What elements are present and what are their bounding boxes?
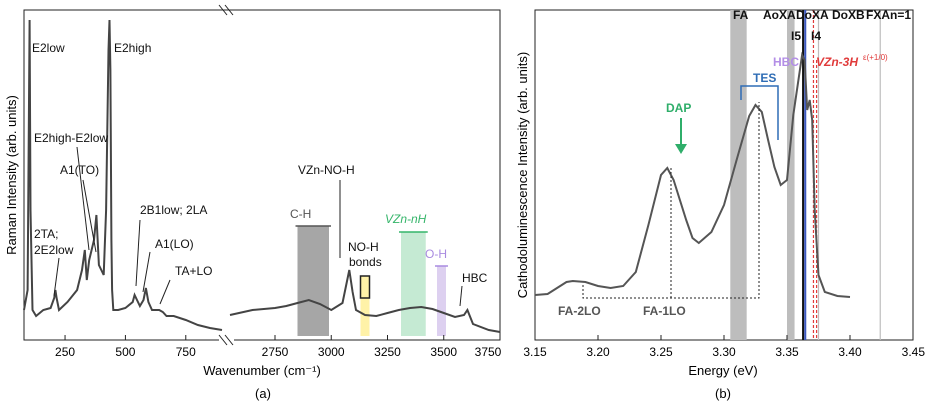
b-ticklabel-5: 3.40 <box>838 345 862 359</box>
panel-a: 250 500 750 2750 3000 3250 3500 3750 Raman Inte… <box>4 4 502 401</box>
b-ticklabel-6: 3.45 <box>902 345 926 359</box>
axis-break-bottom <box>218 334 234 346</box>
ann-noh: NO-H <box>348 240 379 254</box>
ann-2b1: 2B1low; 2LA <box>140 203 207 217</box>
ann-hbc-b: HBC <box>773 55 799 69</box>
raman-series-right <box>229 269 501 333</box>
b-ticklabel-1: 3.20 <box>586 345 610 359</box>
ann-oh: O-H <box>425 247 447 261</box>
ann-fa2lo: FA-2LO <box>558 304 601 318</box>
a-ticklabel-right-4: 3750 <box>475 345 502 359</box>
cl-series <box>534 51 851 298</box>
panel-a-annotations: E2low E2high E2high-E2low A1(TO) 2TA; 2E… <box>32 41 488 285</box>
cl-bands <box>730 10 795 340</box>
raman-band-0 <box>297 226 329 336</box>
cl-lines <box>802 10 881 340</box>
ann-diff: E2high-E2low <box>34 131 108 145</box>
b-ticklabel-3: 3.30 <box>712 345 736 359</box>
ann-fa1lo: FA-1LO <box>643 304 686 318</box>
panel-a-xlabel: Wavenumber (cm⁻¹) <box>203 363 321 378</box>
phonon-replica-lines <box>582 102 760 299</box>
b-ticklabel-0: 3.15 <box>523 345 547 359</box>
ann-vzn3h: VZn-3H <box>816 55 858 69</box>
a-ticklabel-left-2: 750 <box>176 345 196 359</box>
panel-b-ylabel: Cathodoluminescence Intensity (arb. unit… <box>515 52 530 298</box>
axis-break-top <box>218 4 234 16</box>
panel-b-annotations: I5 I4 HBC VZn-3H ε(+1/0) TES DAP FA-2LO … <box>558 29 888 318</box>
panel-a-pointers <box>53 146 463 307</box>
top-dxa: DoXA <box>796 8 829 22</box>
ann-talo: TA+LO <box>175 264 212 278</box>
panel-b-caption: (b) <box>715 386 731 401</box>
panel-a-ylabel: Raman Intensity (arb. units) <box>4 95 19 255</box>
ann-vzn3h-sup: ε(+1/0) <box>863 53 888 62</box>
raman-band-2 <box>401 232 426 336</box>
ann-vzn-no-h: VZn-NO-H <box>298 163 355 177</box>
ann-tes: TES <box>753 71 776 85</box>
panel-a-caption: (a) <box>255 386 271 401</box>
noh-outline <box>359 275 371 299</box>
tes-bracket <box>740 85 779 140</box>
ann-ch: C-H <box>290 207 311 221</box>
top-dxb: DoXB <box>832 8 865 22</box>
cl-band-0 <box>730 10 747 340</box>
a-ticklabel-right-0: 2750 <box>262 345 289 359</box>
top-fxa: FXAn=1 <box>866 8 911 22</box>
top-fa: FA <box>733 8 749 22</box>
panel-b: 3.15 3.20 3.25 3.30 3.35 3.40 3.45 Cathodolumi… <box>515 8 925 401</box>
a-ticklabel-left-1: 500 <box>115 345 135 359</box>
a-ticklabel-right-2: 3250 <box>374 345 401 359</box>
a-ticklabel-left-0: 250 <box>55 345 75 359</box>
raman-band-3 <box>437 266 446 336</box>
cl-band-1 <box>787 10 795 340</box>
ann-bonds: bonds <box>349 255 382 269</box>
ann-i4: I4 <box>811 29 821 43</box>
b-ticklabel-4: 3.35 <box>775 345 799 359</box>
top-axa: AoXA <box>763 8 796 22</box>
ann-vznnh: VZn-nH <box>385 212 427 226</box>
panel-b-ticks: 3.15 3.20 3.25 3.30 3.35 3.40 3.45 <box>523 335 925 359</box>
a-ticklabel-right-3: 3500 <box>430 345 457 359</box>
panel-a-ticks: 250 500 750 2750 3000 3250 3500 3750 <box>55 335 502 359</box>
ann-e2high: E2high <box>114 41 151 55</box>
ann-e2low: E2low <box>32 41 65 55</box>
ann-hbc: HBC <box>462 271 488 285</box>
panel-a-frame <box>23 9 501 341</box>
ann-2e2low: 2E2low <box>34 243 74 257</box>
raman-series-left <box>23 19 223 331</box>
panel-b-xlabel: Energy (eV) <box>688 363 757 378</box>
raman-band-1 <box>360 276 370 336</box>
ann-2ta: 2TA; <box>34 227 58 241</box>
ann-dap: DAP <box>666 101 691 115</box>
a-ticklabel-right-1: 3000 <box>318 345 345 359</box>
ann-a1lo: A1(LO) <box>155 237 194 251</box>
b-ticklabel-2: 3.25 <box>649 345 673 359</box>
raman-bands <box>295 225 448 336</box>
dap-arrow <box>675 118 687 154</box>
panel-b-top-labels: FA AoXA DoXA DoXB FXAn=1 <box>733 8 911 22</box>
ann-i5: I5 <box>791 29 801 43</box>
